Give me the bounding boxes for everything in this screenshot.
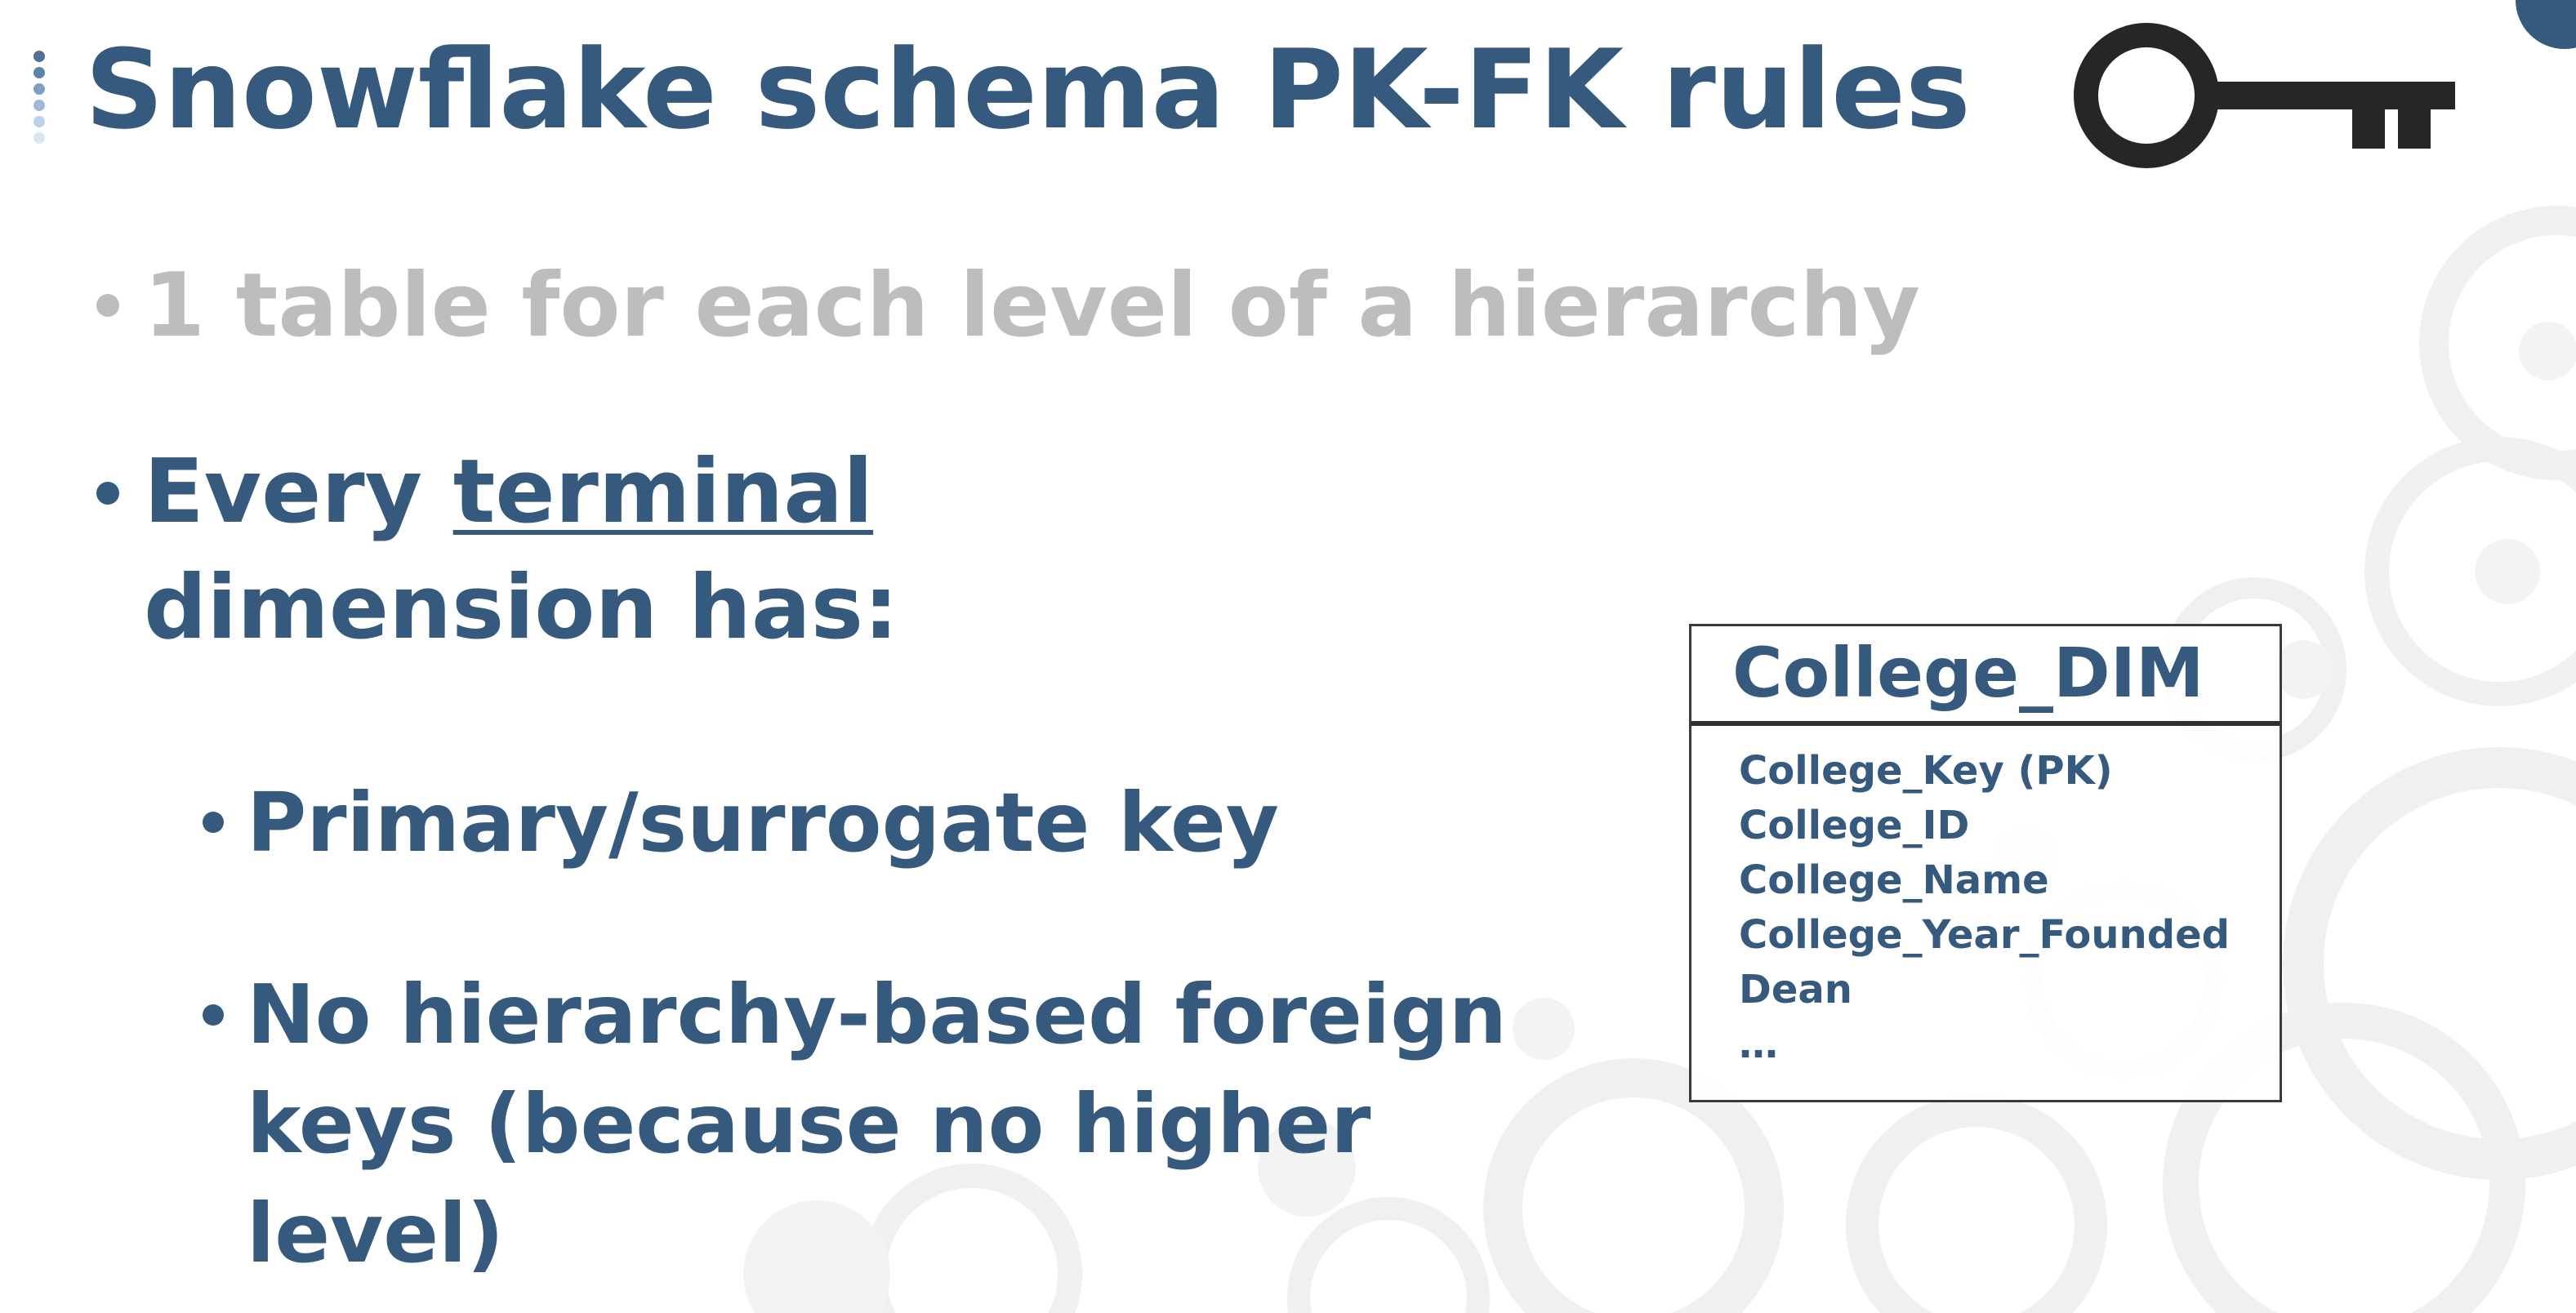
bullet-terminal-after: dimension has: xyxy=(144,557,899,659)
table-field-list: College_Key (PK) College_ID College_Name… xyxy=(1691,726,2280,1072)
bullet-dot xyxy=(203,812,224,833)
bullet-primary-key: Primary/surrogate key xyxy=(203,766,1279,880)
table-field: Dean xyxy=(1739,967,1852,1013)
table-header: College_DIM xyxy=(1691,626,2280,726)
table-field: College_ID xyxy=(1739,803,1970,848)
bullet-no-fk-line-2: keys (because no higher xyxy=(247,1076,1371,1172)
table-field: College_Name xyxy=(1739,857,2049,903)
table-field: College_Year_Founded xyxy=(1739,912,2230,958)
bullet-level-rule-text: 1 table for each level of a hierarchy xyxy=(144,255,1920,357)
bullet-primary-key-text: Primary/surrogate key xyxy=(247,775,1279,870)
bullet-terminal-dimension: Every terminal dimension has: xyxy=(96,434,1304,666)
table-field: College_Key (PK) xyxy=(1739,748,2113,794)
bullet-dot xyxy=(203,1004,224,1026)
bullet-dot xyxy=(96,482,119,505)
bullet-level-rule: 1 table for each level of a hierarchy xyxy=(96,245,1920,367)
bullet-terminal-emphasis: terminal xyxy=(452,441,874,543)
table-field: … xyxy=(1739,1021,1778,1067)
slide-title: Snowflake schema PK-FK rules xyxy=(85,26,1971,154)
bullet-no-fk-line-1: No hierarchy-based foreign xyxy=(247,967,1507,1062)
college-dim-table: College_DIM College_Key (PK) College_ID … xyxy=(1689,624,2282,1102)
key-icon xyxy=(2074,23,2455,168)
bullet-no-foreign-keys: No hierarchy-based foreign keys (because… xyxy=(203,960,1507,1289)
dotted-line-icon xyxy=(31,47,49,145)
bullet-dot xyxy=(96,294,119,317)
table-title: College_DIM xyxy=(1732,633,2204,713)
bullet-terminal-before: Every xyxy=(144,441,453,543)
bullet-no-fk-line-3: level) xyxy=(247,1186,505,1281)
